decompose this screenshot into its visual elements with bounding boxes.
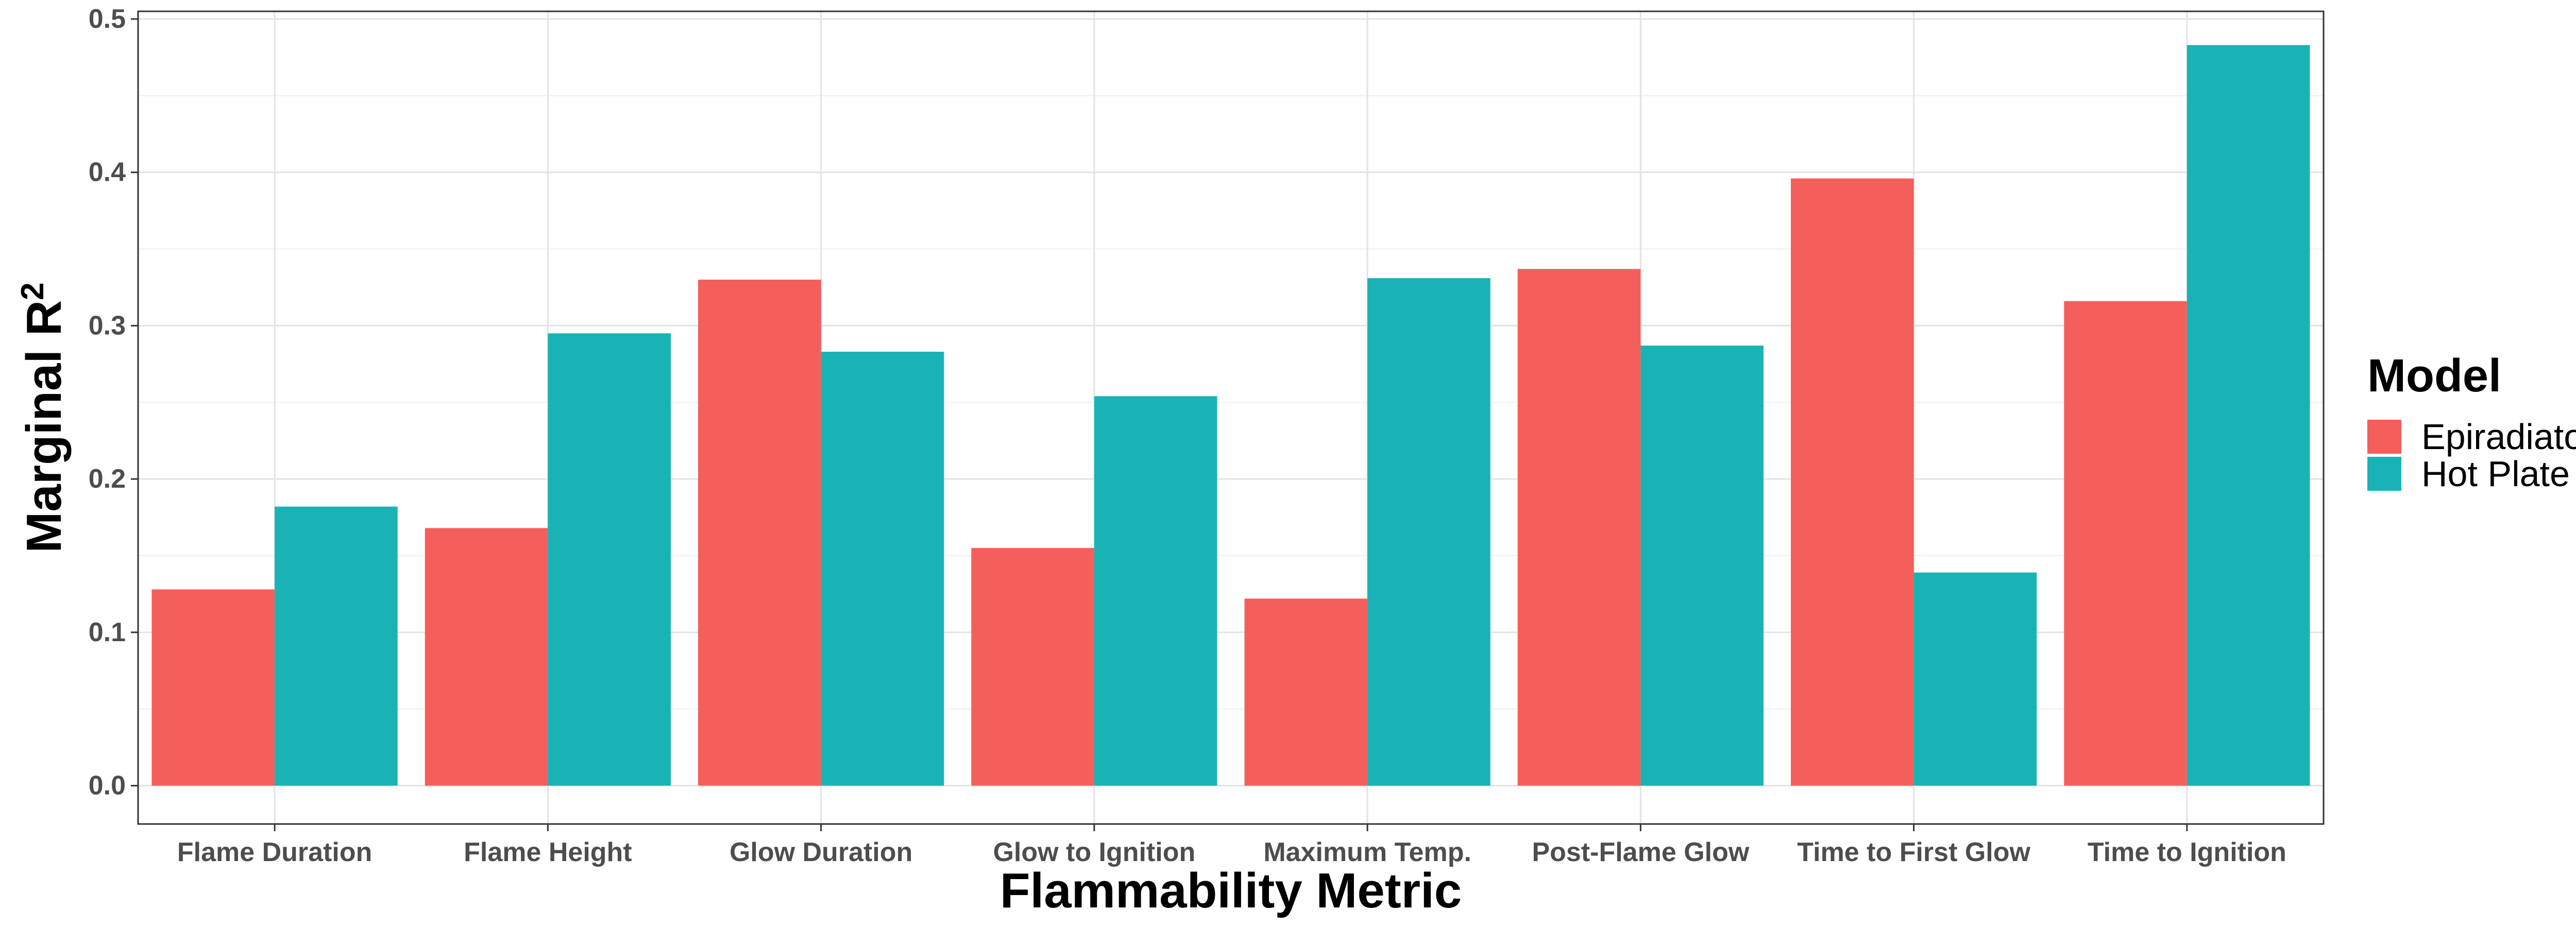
bar-epiradiator — [698, 280, 821, 786]
bar-epiradiator — [425, 528, 548, 786]
bar-hot-plate — [1094, 396, 1217, 786]
x-tick-label: Post-Flame Glow — [1532, 837, 1749, 867]
y-axis-title-text: Marginal R — [16, 300, 72, 553]
legend-label-hot-plate: Hot Plate — [2421, 454, 2570, 494]
x-tick-label: Glow Duration — [730, 837, 912, 867]
bar-hot-plate — [1367, 278, 1490, 786]
bar-epiradiator — [971, 548, 1094, 786]
x-tick-label: Maximum Temp. — [1263, 837, 1471, 867]
y-axis-title-superscript: 2 — [15, 282, 50, 300]
y-tick-label: 0.1 — [89, 617, 126, 647]
x-tick-label: Flame Height — [464, 837, 632, 867]
legend-label-epiradiator: Epiradiator — [2421, 417, 2576, 457]
y-tick-label: 0.2 — [89, 464, 126, 494]
legend: Model EpiradiatorHot Plate — [2367, 350, 2576, 494]
y-axis-ticks: 0.0 0.1 0.2 0.3 0.4 0.5 — [89, 4, 138, 801]
bar-epiradiator — [151, 589, 275, 786]
x-tick-label: Time to First Glow — [1797, 837, 2030, 867]
y-tick-label: 0.3 — [89, 311, 126, 340]
bar-epiradiator — [1791, 178, 1914, 786]
bar-hot-plate — [1913, 572, 2037, 786]
bar-hot-plate — [275, 506, 398, 786]
bar-epiradiator — [1517, 269, 1641, 786]
bar-hot-plate — [2187, 45, 2310, 786]
x-axis-title: Flammability Metric — [1000, 863, 1462, 918]
x-tick-label: Flame Duration — [177, 837, 372, 867]
bar-hot-plate — [821, 351, 944, 786]
bar-hot-plate — [1640, 346, 1764, 786]
x-tick-label: Time to Ignition — [2088, 837, 2286, 867]
y-tick-label: 0.4 — [89, 158, 126, 187]
plot-panel-border — [137, 10, 2325, 825]
bar-epiradiator — [1244, 598, 1368, 786]
legend-key-hot-plate — [2367, 457, 2401, 491]
legend-key-epiradiator — [2367, 420, 2401, 454]
legend-title: Model — [2367, 350, 2501, 402]
x-tick-label: Glow to Ignition — [993, 837, 1195, 867]
bars — [151, 45, 2310, 786]
bar-hot-plate — [548, 333, 671, 786]
y-axis-title: Marginal R2 — [15, 282, 72, 553]
x-axis-ticks: Flame Duration Flame Height Glow Duration G… — [177, 824, 2286, 867]
y-tick-label: 0.0 — [89, 771, 126, 801]
y-tick-label: 0.5 — [89, 4, 126, 34]
bar-epiradiator — [2064, 301, 2187, 786]
